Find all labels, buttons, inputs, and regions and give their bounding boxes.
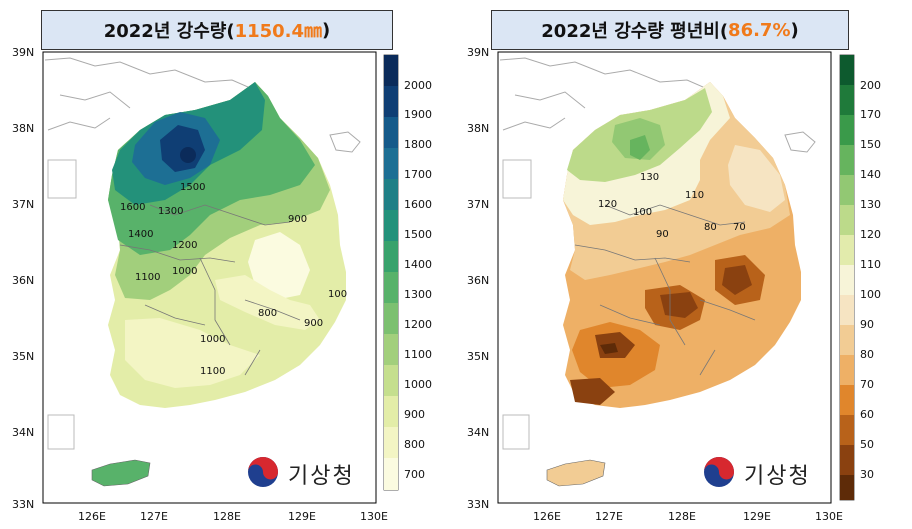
contour-label: 900	[288, 214, 307, 225]
colorbar-tick: 120	[860, 228, 881, 241]
svg-text:126E: 126E	[78, 510, 106, 523]
colorbar-tick: 1800	[404, 138, 432, 151]
colorbar-tick: 30	[860, 468, 874, 481]
contour-label: 130	[640, 172, 659, 183]
svg-text:38N: 38N	[12, 122, 34, 135]
logo-text: 기상청	[744, 464, 811, 489]
contour-label: 1100	[135, 272, 160, 283]
right-axes: 39N 38N 37N 36N 35N 34N 33N 126E 127E 12…	[467, 46, 843, 523]
contour-label: 80	[704, 222, 717, 233]
colorbar-tick: 1400	[404, 258, 432, 271]
colorbar-tick: 110	[860, 258, 881, 271]
colorbar-tick: 200	[860, 79, 881, 92]
left-axes: 39N 38N 37N 36N 35N 34N 33N 126E 127E 12…	[12, 46, 388, 523]
right-title: 2022년 강수량 평년비(86.7% )	[491, 10, 849, 50]
left-colorbar: 2000 1900 1800 1700 1600 1500 1400 1300 …	[383, 54, 432, 491]
ulleungdo-box	[329, 131, 361, 153]
colorbar-tick: 700	[404, 468, 425, 481]
svg-text:39N: 39N	[12, 46, 34, 59]
contour-label: 1200	[172, 240, 197, 251]
svg-text:35N: 35N	[12, 350, 34, 363]
contour-label: 90	[656, 229, 669, 240]
svg-text:127E: 127E	[595, 510, 623, 523]
svg-text:128E: 128E	[668, 510, 696, 523]
svg-text:39N: 39N	[467, 46, 489, 59]
svg-text:38N: 38N	[467, 122, 489, 135]
kma-logo-left	[248, 457, 278, 487]
svg-text:35N: 35N	[467, 350, 489, 363]
contour-label: 1300	[158, 206, 183, 217]
contour-label: 1000	[200, 334, 225, 345]
svg-text:34N: 34N	[12, 426, 34, 439]
svg-text:130E: 130E	[360, 510, 388, 523]
colorbar-tick: 1200	[404, 318, 432, 331]
jeju-right	[546, 459, 606, 487]
right-title-value: 86.7%	[728, 19, 791, 41]
colorbar-tick: 1300	[404, 288, 432, 301]
colorbar-tick: 900	[404, 408, 425, 421]
colorbar-tick: 50	[860, 438, 874, 451]
jeju-left	[91, 459, 151, 487]
colorbar-tick: 1700	[404, 168, 432, 181]
svg-text:127E: 127E	[140, 510, 168, 523]
colorbar-tick: 1100	[404, 348, 432, 361]
contour-label: 110	[685, 190, 704, 201]
contour-label: 1500	[180, 182, 205, 193]
contour-label: 1400	[128, 229, 153, 240]
right-map: 130 110 120 100 90 80 70	[467, 46, 881, 523]
colorbar-tick: 1900	[404, 108, 432, 121]
left-title-value: 1150.4㎜	[234, 21, 323, 42]
svg-text:33N: 33N	[12, 498, 34, 511]
colorbar-tick: 2000	[404, 79, 432, 92]
contour-label: 1100	[200, 366, 225, 377]
logo-left-text-wrap: 기상청	[282, 458, 355, 490]
svg-text:126E: 126E	[533, 510, 561, 523]
colorbar-tick: 60	[860, 408, 874, 421]
svg-text:36N: 36N	[12, 274, 34, 287]
colorbar-tick: 140	[860, 168, 881, 181]
colorbar-tick: 100	[860, 288, 881, 301]
svg-text:128E: 128E	[213, 510, 241, 523]
svg-text:130E: 130E	[815, 510, 843, 523]
colorbar-tick: 80	[860, 348, 874, 361]
colorbar-tick: 1500	[404, 228, 432, 241]
contour-label: 1000	[172, 266, 197, 277]
colorbar-tick: 70	[860, 378, 874, 391]
logo-right-text-wrap: 기상청	[738, 458, 811, 490]
right-colorbar: 200 170 150 140 130 120 110 100 90 80 70…	[839, 54, 881, 501]
contour-label: 900	[304, 318, 323, 329]
contour-label: 120	[598, 199, 617, 210]
svg-text:36N: 36N	[467, 274, 489, 287]
colorbar-tick: 170	[860, 108, 881, 121]
svg-text:37N: 37N	[12, 198, 34, 211]
colorbar-tick: 1600	[404, 198, 432, 211]
colorbar-tick: 800	[404, 438, 425, 451]
svg-text:34N: 34N	[467, 426, 489, 439]
colorbar-tick: 130	[860, 198, 881, 211]
kma-logo-right	[704, 457, 734, 487]
svg-text:33N: 33N	[467, 498, 489, 511]
contour-label: 100	[633, 207, 652, 218]
contour-label: 70	[733, 222, 746, 233]
contour-label: 800	[258, 308, 277, 319]
colorbar-tick: 150	[860, 138, 881, 151]
logo-text: 기상청	[288, 464, 355, 489]
svg-text:129E: 129E	[743, 510, 771, 523]
colorbar-tick: 1000	[404, 378, 432, 391]
svg-text:129E: 129E	[288, 510, 316, 523]
svg-text:37N: 37N	[467, 198, 489, 211]
left-map: 1500 1600 1300 1400 1200 1000 1100 900 8…	[12, 46, 432, 523]
contour-label: 1600	[120, 202, 145, 213]
colorbar-tick: 90	[860, 318, 874, 331]
contour-label: 100	[328, 289, 347, 300]
left-title: 2022년 강수량(1150.4㎜)	[41, 10, 393, 50]
